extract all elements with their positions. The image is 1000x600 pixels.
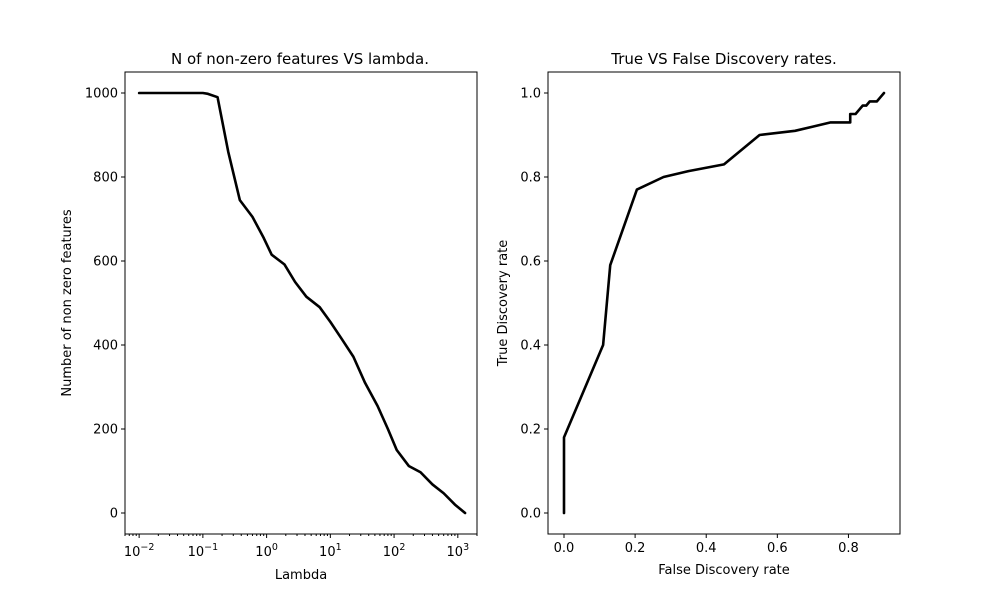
x-tick-label: 0.0 bbox=[554, 541, 575, 556]
x-tick-label: 102 bbox=[383, 542, 406, 560]
x-tick-label: 0.8 bbox=[838, 541, 859, 556]
series-line bbox=[562, 91, 886, 515]
series-lines bbox=[562, 91, 886, 515]
x-tick-label: 10−2 bbox=[124, 542, 155, 560]
x-axis-label: False Discovery rate bbox=[658, 563, 790, 578]
y-tick-label: 200 bbox=[93, 423, 118, 438]
chart-title: True VS False Discovery rates. bbox=[610, 50, 837, 68]
y-tick-label: 1000 bbox=[85, 87, 118, 102]
chart-title: N of non-zero features VS lambda. bbox=[171, 50, 429, 68]
y-tick-label: 1.0 bbox=[520, 87, 541, 102]
x-axis-label: Lambda bbox=[275, 568, 327, 583]
y-tick-label: 0.0 bbox=[520, 507, 541, 522]
chart-discovery-rates: True VS False Discovery rates. False Dis… bbox=[496, 50, 901, 578]
y-axis-label: True Discovery rate bbox=[496, 240, 511, 368]
y-tick-label: 800 bbox=[93, 171, 118, 186]
series-line bbox=[137, 91, 467, 515]
y-tick-label: 0.2 bbox=[520, 423, 541, 438]
y-tick-label: 0.4 bbox=[520, 339, 541, 354]
series-lines bbox=[137, 91, 467, 515]
plot-frame bbox=[547, 71, 901, 535]
y-tick-label: 0.6 bbox=[520, 255, 541, 270]
chart-lambda: N of non-zero features VS lambda. Lambda… bbox=[60, 50, 478, 583]
x-tick-label: 101 bbox=[319, 542, 342, 560]
y-axis-label: Number of non zero features bbox=[60, 209, 75, 396]
x-tick-label: 10−1 bbox=[188, 542, 219, 560]
x-tick-label: 100 bbox=[255, 542, 278, 560]
y-ticks: 0 200 400 600 800 1000 bbox=[85, 87, 125, 522]
x-tick-label: 103 bbox=[447, 542, 470, 560]
x-tick-label: 0.6 bbox=[767, 541, 788, 556]
y-tick-label: 600 bbox=[93, 255, 118, 270]
y-tick-label: 400 bbox=[93, 339, 118, 354]
y-ticks: 0.0 0.2 0.4 0.6 0.8 1.0 bbox=[520, 87, 548, 522]
x-ticks: 0.0 0.2 0.4 0.6 0.8 bbox=[554, 534, 859, 556]
y-tick-label: 0.8 bbox=[520, 171, 541, 186]
plot-frame bbox=[124, 71, 478, 535]
x-tick-label: 0.2 bbox=[625, 541, 646, 556]
x-ticks: 10−2 10−1 100 101 102 103 bbox=[124, 534, 478, 560]
y-tick-label: 0 bbox=[110, 507, 118, 522]
x-tick-label: 0.4 bbox=[696, 541, 717, 556]
